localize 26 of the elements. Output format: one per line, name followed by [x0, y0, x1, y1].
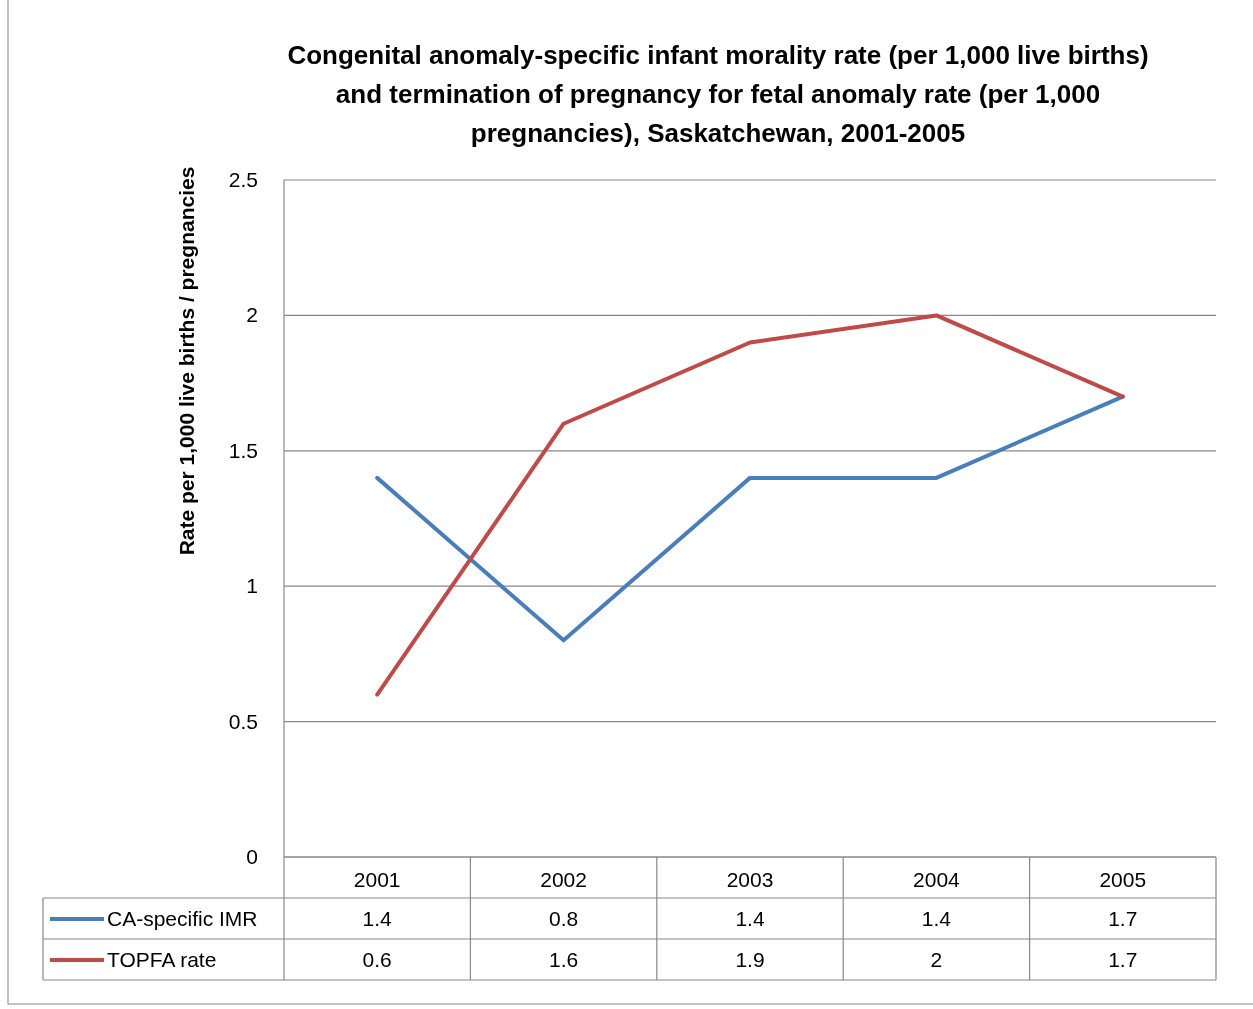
y-tick-label: 1.5 [228, 438, 258, 462]
x-tick-label: 2005 [1099, 868, 1147, 891]
data-label: 1.4 [921, 907, 952, 930]
data-label: 1.9 [735, 948, 765, 971]
data-label: 0.8 [549, 907, 579, 930]
chart-title: Congenital anomaly-specific infant morality rate (per 1,000 live births) and termination of pregnancy for fetal anomaly rate (per 1,000 pregnancies), Saskatchewan, 2001-2005 [287, 40, 1149, 148]
data-label: 1.7 [1108, 948, 1138, 971]
legend-label: CA-specific IMR [107, 907, 258, 930]
y-tick-label: 0 [246, 845, 258, 868]
data-label: 1.6 [549, 948, 579, 971]
y-axis-title: Rate per 1,000 live births / pregnancies [175, 166, 198, 556]
data-label: 1.7 [1108, 907, 1138, 930]
x-tick-label: 2002 [540, 868, 587, 891]
line-series [375, 313, 1125, 697]
y-tick-label: 0.5 [228, 709, 258, 733]
data-label: 1.4 [362, 907, 393, 930]
legend-label: TOPFA rate [107, 948, 217, 971]
data-label: 1.4 [735, 907, 765, 930]
x-tick-label: 2001 [353, 868, 401, 891]
data-label: 2 [930, 948, 943, 971]
x-tick-label: 2004 [913, 868, 961, 891]
data-label: 0.6 [362, 948, 392, 971]
y-tick-label: 1 [246, 574, 258, 598]
x-tick-label: 2003 [726, 868, 774, 891]
y-tick-label: 2 [246, 303, 258, 327]
y-tick-label: 2.5 [228, 168, 258, 191]
